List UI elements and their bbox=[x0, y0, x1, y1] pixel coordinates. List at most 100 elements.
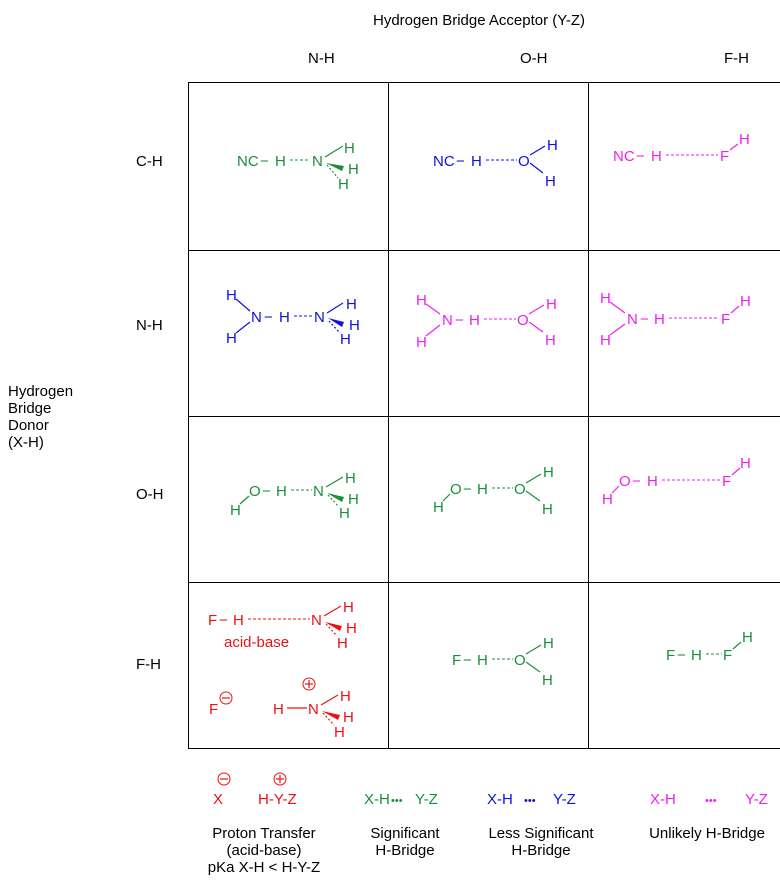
atom-label: H bbox=[344, 140, 355, 157]
atom-label: F bbox=[720, 148, 729, 165]
hash-bond bbox=[327, 494, 340, 508]
grid-row-divider bbox=[188, 582, 780, 583]
cell-oh-oh: H O − H O H H bbox=[433, 464, 554, 518]
grid-top-border bbox=[188, 82, 780, 83]
donor-title-line: (X-H) bbox=[8, 434, 44, 451]
atom-label: H bbox=[338, 176, 349, 193]
column-header-nh: N-H bbox=[308, 50, 335, 67]
atom-label: O bbox=[517, 312, 529, 329]
atom-label: H bbox=[345, 470, 356, 487]
atom-label: F bbox=[208, 612, 217, 629]
legend-caption-line: Unlikely H-Bridge bbox=[649, 825, 765, 842]
bond-line bbox=[235, 298, 251, 312]
wedge-bond bbox=[328, 318, 344, 327]
legend-yz: Y-Z bbox=[553, 791, 576, 808]
legend-yz: Y-Z bbox=[415, 791, 438, 808]
grid-col-divider bbox=[388, 82, 389, 749]
bond-line bbox=[324, 145, 344, 158]
atom-label: H bbox=[334, 724, 345, 741]
atom-label: H bbox=[654, 311, 665, 328]
atom-label: H bbox=[348, 491, 359, 508]
cell-fh-nh: F − H N H H H acid-base F H N H H H bbox=[208, 599, 357, 741]
atom-label: H bbox=[343, 709, 354, 726]
atom-label: H bbox=[343, 599, 354, 616]
atom-label: H bbox=[477, 652, 488, 669]
atom-label: H bbox=[349, 317, 360, 334]
donor-title-line: Bridge bbox=[8, 400, 52, 417]
cell-fh-fh: F − H F H bbox=[666, 629, 753, 664]
atom-label: − bbox=[264, 309, 273, 326]
atom-label: N bbox=[314, 309, 325, 326]
minus-charge-icon bbox=[219, 691, 233, 705]
atom-label: F bbox=[666, 647, 675, 664]
acceptor-title: Hydrogen Bridge Acceptor (Y-Z) bbox=[373, 12, 586, 29]
atom-label: F bbox=[723, 647, 732, 664]
legend-dots: ••• bbox=[391, 795, 403, 807]
atom-label: − bbox=[463, 481, 472, 498]
atom-label: NC bbox=[237, 153, 259, 170]
legend-significant: X-H ••• Y-Z bbox=[364, 791, 438, 808]
atom-label: H bbox=[337, 635, 348, 652]
grid-col-divider bbox=[588, 82, 589, 749]
plus-charge-icon bbox=[273, 772, 287, 786]
grid-row-divider bbox=[188, 250, 780, 251]
atom-label: H bbox=[469, 312, 480, 329]
row-label-nh: N-H bbox=[136, 317, 163, 334]
cell-oh-fh: H O − H F H bbox=[602, 455, 751, 508]
column-header-fh: F-H bbox=[724, 50, 749, 67]
atom-label: H bbox=[471, 153, 482, 170]
bond-line bbox=[729, 143, 739, 151]
atom-label: H bbox=[275, 153, 286, 170]
row-label-fh: F-H bbox=[136, 656, 161, 673]
atom-label: H bbox=[339, 505, 350, 522]
atom-label: H bbox=[602, 491, 613, 508]
bond-line bbox=[425, 324, 441, 337]
atom-label: − bbox=[636, 148, 645, 165]
column-header-oh: O-H bbox=[520, 50, 548, 67]
legend-hyz-label: H-Y-Z bbox=[258, 791, 297, 808]
atom-label: − bbox=[632, 473, 641, 490]
bond-line bbox=[528, 321, 544, 333]
bond-line bbox=[525, 473, 542, 484]
wedge-bond bbox=[322, 711, 340, 720]
legend-caption-line: pKa X-H < H-Y-Z bbox=[207, 859, 321, 876]
legend-xh: X-H bbox=[364, 791, 390, 808]
legend-proton-transfer: X H-Y-Z bbox=[213, 772, 297, 808]
atom-label: − bbox=[640, 311, 649, 328]
atom-label: − bbox=[260, 153, 269, 170]
atom-label: − bbox=[456, 153, 465, 170]
atom-label: H bbox=[340, 331, 351, 348]
atom-label: H bbox=[416, 334, 427, 351]
atom-label: − bbox=[463, 652, 472, 669]
bond-line bbox=[425, 303, 441, 315]
atom-label: H bbox=[545, 332, 556, 349]
atom-label: H bbox=[233, 612, 244, 629]
cell-nh-oh: H H N − H O H H bbox=[416, 292, 557, 351]
atom-label: N bbox=[308, 701, 319, 718]
atom-label: H bbox=[543, 635, 554, 652]
hash-bond bbox=[326, 164, 339, 179]
atom-label: H bbox=[416, 292, 427, 309]
legend-x-label: X bbox=[213, 791, 223, 808]
acid-base-label: acid-base bbox=[224, 634, 289, 651]
legend-caption-line: Less Significant bbox=[488, 825, 594, 842]
bond-line bbox=[320, 694, 339, 706]
atom-label: N bbox=[251, 309, 262, 326]
legend-xh: X-H bbox=[650, 791, 676, 808]
atom-label: H bbox=[742, 629, 753, 646]
atom-label: H bbox=[546, 296, 557, 313]
atom-label: N bbox=[313, 483, 324, 500]
atom-label: H bbox=[346, 296, 357, 313]
atom-label: H bbox=[545, 173, 556, 190]
atom-label: H bbox=[340, 688, 351, 705]
bond-line bbox=[529, 162, 544, 174]
atom-label: O bbox=[450, 481, 462, 498]
bond-line bbox=[528, 304, 545, 315]
legend-unlikely: X-H ••• Y-Z bbox=[650, 791, 768, 808]
atom-label: F bbox=[452, 652, 461, 669]
atom-label: NC bbox=[613, 148, 635, 165]
legend-caption-line: (acid-base) bbox=[226, 842, 302, 859]
atom-label: H bbox=[740, 293, 751, 310]
atom-label: − bbox=[262, 483, 271, 500]
bond-line bbox=[442, 493, 451, 502]
